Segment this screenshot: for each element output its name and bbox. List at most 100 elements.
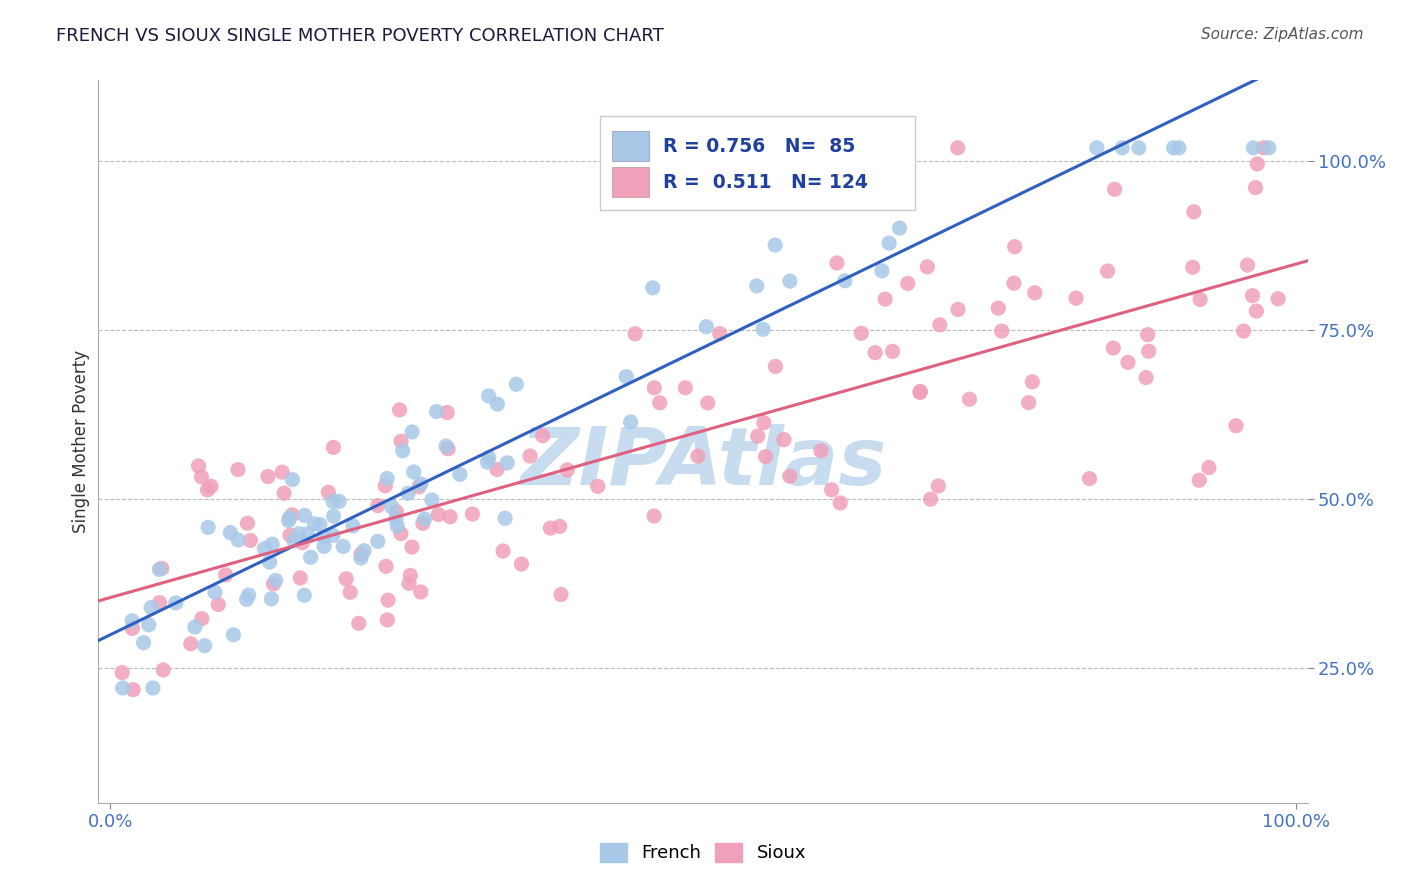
- Point: [1225, 418, 1247, 433]
- Point: [586, 479, 609, 493]
- Point: [1116, 355, 1139, 369]
- Point: [820, 483, 842, 497]
- Point: [253, 541, 276, 556]
- Point: [299, 550, 322, 565]
- Point: [322, 528, 344, 542]
- Legend: French, Sioux: French, Sioux: [599, 843, 807, 863]
- Point: [1104, 182, 1126, 196]
- Point: [288, 526, 311, 541]
- Point: [194, 639, 217, 653]
- Point: [1253, 141, 1275, 155]
- Point: [1181, 260, 1204, 275]
- Point: [1024, 285, 1046, 300]
- Text: ZIPAtlas: ZIPAtlas: [520, 425, 886, 502]
- Point: [779, 469, 801, 483]
- Point: [142, 681, 165, 695]
- Point: [322, 441, 344, 455]
- Point: [191, 612, 214, 626]
- Point: [810, 443, 832, 458]
- Point: [401, 425, 423, 439]
- Point: [215, 568, 238, 582]
- Point: [236, 516, 259, 531]
- Point: [271, 465, 294, 479]
- Point: [882, 344, 904, 359]
- Point: [332, 540, 354, 554]
- Point: [946, 302, 969, 317]
- Point: [339, 585, 361, 599]
- Point: [377, 613, 399, 627]
- Point: [335, 572, 357, 586]
- Point: [226, 462, 249, 476]
- Point: [851, 326, 873, 341]
- Point: [763, 238, 786, 252]
- Point: [696, 396, 718, 410]
- Point: [197, 520, 219, 534]
- Point: [910, 384, 932, 399]
- Point: [262, 537, 284, 551]
- Text: R = 0.756   N=  85: R = 0.756 N= 85: [664, 136, 855, 155]
- Point: [648, 396, 671, 410]
- Point: [353, 543, 375, 558]
- Point: [148, 562, 170, 576]
- Point: [494, 511, 516, 525]
- Point: [165, 596, 187, 610]
- Point: [1189, 293, 1212, 307]
- Point: [277, 514, 299, 528]
- Point: [111, 665, 134, 680]
- Point: [686, 449, 709, 463]
- Point: [387, 519, 409, 533]
- Point: [391, 443, 413, 458]
- Point: [226, 533, 249, 547]
- Point: [990, 324, 1012, 338]
- Point: [309, 517, 332, 532]
- Point: [449, 467, 471, 482]
- Point: [643, 509, 665, 524]
- Point: [1241, 141, 1264, 155]
- Point: [959, 392, 981, 406]
- Point: [492, 544, 515, 558]
- Point: [752, 416, 775, 430]
- Point: [278, 511, 301, 525]
- Point: [1136, 327, 1159, 342]
- Point: [897, 277, 920, 291]
- Point: [752, 322, 775, 336]
- Point: [1002, 277, 1025, 291]
- Point: [292, 588, 315, 602]
- Point: [388, 403, 411, 417]
- Point: [138, 618, 160, 632]
- Point: [875, 292, 897, 306]
- Text: FRENCH VS SIOUX SINGLE MOTHER POVERTY CORRELATION CHART: FRENCH VS SIOUX SINGLE MOTHER POVERTY CO…: [56, 27, 664, 45]
- Point: [408, 480, 430, 494]
- Point: [1135, 370, 1157, 384]
- Point: [239, 533, 262, 548]
- Point: [367, 534, 389, 549]
- Point: [396, 486, 419, 500]
- Point: [624, 326, 647, 341]
- Point: [399, 568, 422, 582]
- Point: [779, 274, 801, 288]
- Point: [281, 473, 304, 487]
- Point: [825, 256, 848, 270]
- Point: [290, 571, 312, 585]
- Point: [122, 682, 145, 697]
- Point: [1064, 291, 1087, 305]
- Point: [389, 526, 412, 541]
- FancyBboxPatch shape: [613, 167, 648, 197]
- Point: [1137, 344, 1160, 359]
- Point: [643, 381, 665, 395]
- Point: [830, 496, 852, 510]
- Point: [197, 483, 219, 497]
- Point: [200, 479, 222, 493]
- Point: [427, 508, 450, 522]
- Point: [917, 260, 939, 274]
- Point: [402, 465, 425, 479]
- Point: [322, 494, 344, 508]
- Point: [747, 429, 769, 443]
- Point: [184, 620, 207, 634]
- Point: [314, 540, 336, 554]
- Point: [1267, 292, 1289, 306]
- Point: [555, 463, 578, 477]
- Point: [1198, 460, 1220, 475]
- Point: [863, 345, 886, 359]
- Point: [385, 512, 408, 526]
